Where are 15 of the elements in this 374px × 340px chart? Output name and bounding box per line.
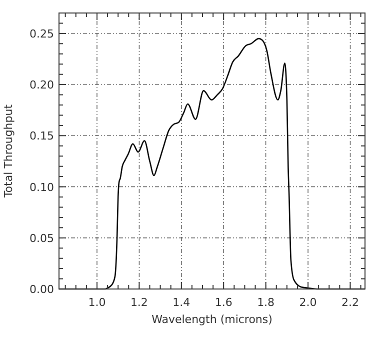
x-tick-label: 1.0 [88,296,106,309]
x-tick-label: 1.2 [130,296,148,309]
y-tick-label: 0.20 [30,78,54,92]
x-tick-label: 1.4 [172,296,190,309]
x-tick-label: 2.2 [341,296,359,309]
y-tick-label: 0.15 [30,130,54,143]
x-tick-label: 2.0 [299,296,317,309]
x-axis-title: Wavelength (microns) [152,313,272,326]
y-axis-title: Total Throughput [2,104,15,199]
y-tick-label: 0.00 [30,283,54,296]
x-tick-label: 1.6 [214,296,232,309]
y-tick-label: 0.10 [30,180,54,194]
x-tick-label: 1.8 [257,296,275,309]
y-tick-label: 0.05 [30,232,54,245]
y-tick-label: 0.25 [30,27,54,40]
